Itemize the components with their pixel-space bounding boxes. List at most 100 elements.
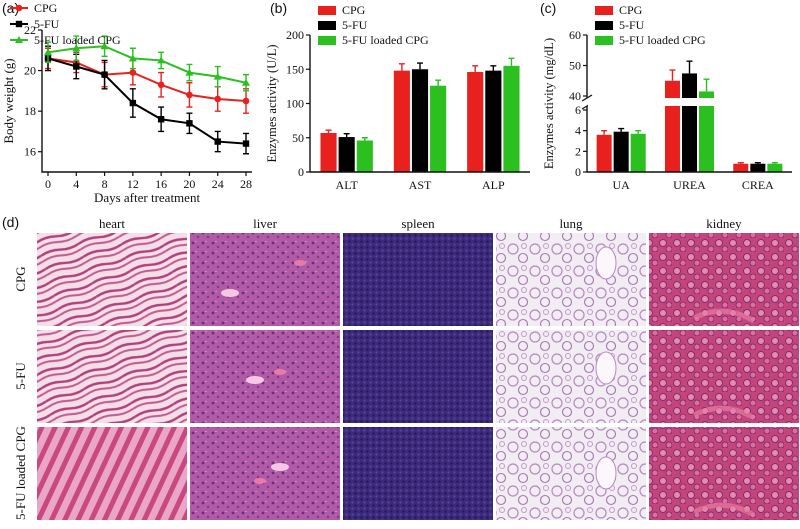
- y-axis-title: Enzymes activity (mg/dL): [542, 38, 556, 169]
- category-label: AST: [409, 178, 432, 192]
- legend-swatch: [595, 21, 613, 30]
- panel-label-d: (d): [2, 214, 19, 230]
- series-line-5-fu-loaded-cpg: [47, 45, 247, 84]
- error-bar: [417, 62, 423, 70]
- error-bar: [398, 63, 405, 71]
- error-bar: [508, 57, 515, 66]
- row-title: 5-FU loaded CPG: [13, 426, 28, 520]
- y-tick-label: 20: [24, 64, 36, 78]
- bar-ast-5-fu: [411, 69, 429, 172]
- bar-alt-5-fu-loaded-cpg: [356, 140, 373, 172]
- x-tick-label: 20: [183, 177, 195, 191]
- row-title: 5-FU: [13, 362, 28, 390]
- data-point: [213, 72, 222, 80]
- category-label: ALP: [482, 178, 505, 192]
- bar-alt-cpg: [320, 132, 337, 172]
- x-tick-label: 8: [102, 177, 108, 191]
- error-bar: [669, 69, 676, 81]
- legend-label: 5-FU: [34, 17, 60, 31]
- bar-ua-5-fu-loaded-cpg: [630, 133, 646, 172]
- error-bar: [472, 65, 479, 72]
- legend-label: CPG: [619, 3, 643, 17]
- y-tick-label: 2: [575, 144, 581, 158]
- error-bar: [490, 65, 497, 71]
- error-bar: [754, 162, 761, 164]
- vessel-feature: [254, 478, 266, 484]
- y-tick-label: 18: [24, 104, 36, 118]
- legend-swatch: [318, 36, 336, 45]
- tubule-feature: [692, 502, 756, 518]
- data-point: [157, 81, 165, 89]
- chart-enzymes-ul: ALT AST ALP 0 50 100 150 200 Enzymes activity (U…: [265, 3, 530, 192]
- data-point: [157, 56, 166, 64]
- legend-marker: [15, 20, 23, 28]
- column-title-spleen: spleen: [401, 216, 435, 231]
- x-tick-label: 4: [73, 177, 79, 191]
- data-point: [242, 78, 250, 86]
- row-title: CPG: [13, 266, 28, 291]
- y-tick-label: 0: [298, 165, 304, 179]
- data-point: [185, 68, 194, 76]
- error-bar: [435, 79, 442, 86]
- data-point: [214, 95, 222, 103]
- data-point: [128, 54, 137, 62]
- alveolus-feature: [595, 456, 617, 490]
- y-tick-label: 6: [575, 103, 581, 117]
- y-axis-title: Body weight (g): [1, 58, 16, 143]
- bar-crea-cpg: [733, 163, 749, 172]
- legend-marker: [15, 36, 23, 43]
- vessel-feature: [294, 260, 306, 266]
- bar-ua-cpg: [596, 134, 612, 172]
- error-bar: [771, 162, 778, 164]
- legend-swatch: [318, 21, 336, 30]
- data-point: [129, 69, 137, 76]
- error-bar: [686, 60, 693, 74]
- micrograph-liver: [190, 233, 340, 326]
- bar-crea-5-fu: [750, 163, 766, 172]
- y-tick-label: 100: [286, 97, 304, 111]
- column-title-heart: heart: [99, 216, 125, 231]
- series-line-5-fu: [47, 57, 247, 145]
- x-tick-label: 0: [45, 177, 51, 191]
- category-label: ALT: [336, 178, 359, 192]
- error-bar: [703, 78, 710, 92]
- micrograph-liver: [190, 330, 340, 423]
- y-tick-label: 60: [569, 28, 581, 42]
- x-tick-label: 28: [240, 177, 252, 191]
- tubule-feature: [692, 405, 756, 421]
- panel-label-c: (c): [540, 0, 556, 16]
- legend-label: 5-FU loaded CPG: [342, 33, 429, 47]
- bar-urea-cpg: [664, 80, 680, 172]
- legend-label: 5-FU: [342, 18, 368, 32]
- alveolus-feature: [595, 246, 617, 280]
- panel-label-b: (b): [270, 0, 287, 16]
- legend-label: 5-FU: [619, 18, 645, 32]
- bar-urea-5-fu: [681, 73, 698, 172]
- data-point: [242, 97, 250, 105]
- micrograph-spleen: [343, 330, 493, 423]
- y-axis-title: Enzymes activity (U/L): [265, 44, 279, 162]
- x-axis-title: Days after treatment: [94, 190, 201, 205]
- error-bar: [737, 162, 744, 164]
- legend-marker: [15, 4, 23, 12]
- micrograph-spleen: [343, 233, 493, 326]
- x-tick-label: 24: [212, 177, 224, 191]
- y-tick-label: 22: [24, 23, 36, 37]
- data-point: [44, 48, 52, 56]
- alveolus-feature: [595, 351, 617, 385]
- error-bar: [361, 137, 368, 141]
- column-title-liver: liver: [253, 216, 277, 231]
- y-tick-label: 150: [286, 62, 304, 76]
- data-point: [129, 99, 137, 107]
- micrograph-lung: [496, 427, 646, 520]
- tubule-feature: [692, 308, 756, 324]
- y-tick-label: 200: [286, 28, 304, 42]
- y-tick-label: 4: [575, 124, 581, 138]
- data-point: [100, 42, 109, 50]
- axis-break-gap: [588, 98, 793, 106]
- legend-label: CPG: [34, 1, 58, 15]
- vessel-feature: [274, 369, 286, 375]
- legend-swatch: [595, 6, 613, 15]
- bar-urea-5-fu-loaded-cpg: [699, 91, 715, 172]
